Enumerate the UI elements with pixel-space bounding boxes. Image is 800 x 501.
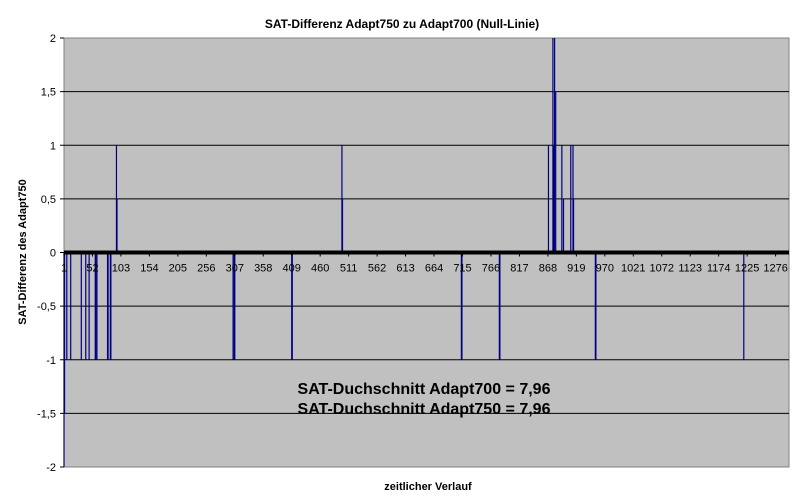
x-axis-label: zeitlicher Verlauf xyxy=(384,481,472,493)
y-tick-label: -1 xyxy=(46,355,56,367)
y-tick-label: 0,5 xyxy=(41,194,56,206)
x-tick-label: 52 xyxy=(86,263,98,275)
x-tick-label: 1123 xyxy=(678,263,702,275)
series-line-group xyxy=(63,38,745,467)
x-tick-label: 715 xyxy=(453,263,471,275)
x-tick-label: 358 xyxy=(254,263,272,275)
y-tick-label: 0 xyxy=(50,248,56,260)
y-tick-label: 2 xyxy=(50,33,56,45)
x-tick-label: 1225 xyxy=(735,263,759,275)
x-tick-label: 409 xyxy=(283,263,301,275)
x-tick-label: 256 xyxy=(197,263,215,275)
x-tick-label: 1072 xyxy=(650,263,674,275)
x-tick-label: 1 xyxy=(61,263,67,275)
x-tick-label: 460 xyxy=(311,263,329,275)
x-tick-label: 205 xyxy=(169,263,187,275)
y-tick-label: -0,5 xyxy=(37,301,56,313)
y-tick-label: 1 xyxy=(50,140,56,152)
x-tick-label: 970 xyxy=(596,263,614,275)
x-tick-label: 307 xyxy=(226,263,244,275)
x-tick-label: 103 xyxy=(112,263,130,275)
x-tick-label: 817 xyxy=(510,263,528,275)
x-tick-label: 868 xyxy=(539,263,557,275)
x-tick-label: 1276 xyxy=(763,263,787,275)
x-tick-label: 664 xyxy=(425,263,443,275)
annotation-adapt700: SAT-Duchschnitt Adapt700 = 7,96 xyxy=(298,381,551,398)
x-tick-label: 766 xyxy=(482,263,500,275)
chart-title: SAT-Differenz Adapt750 zu Adapt700 (Null… xyxy=(265,17,539,31)
x-tick-label: 562 xyxy=(368,263,386,275)
x-tick-label: 1174 xyxy=(707,263,731,275)
x-tick-label: 613 xyxy=(396,263,414,275)
y-tick-label: 1,5 xyxy=(41,87,56,99)
x-tick-labels: 1 52 103 154 205 256 307 358 409 460 511 562 613 664 7… xyxy=(61,252,788,275)
y-tick-labels: 2 1,5 1 0,5 0 -0,5 -1 -1,5 -2 xyxy=(37,33,64,474)
x-tick-label: 511 xyxy=(340,263,358,275)
x-tick-label: 1021 xyxy=(621,263,645,275)
annotation-adapt750: SAT-Duchschnitt Adapt750 = 7,96 xyxy=(298,401,551,418)
x-tick-label: 154 xyxy=(140,263,158,275)
y-axis-label: SAT-Differenz des Adapt750 xyxy=(17,179,29,324)
y-tick-label: -2 xyxy=(46,462,56,474)
y-tick-label: -1,5 xyxy=(37,408,56,420)
x-tick-label: 919 xyxy=(567,263,585,275)
